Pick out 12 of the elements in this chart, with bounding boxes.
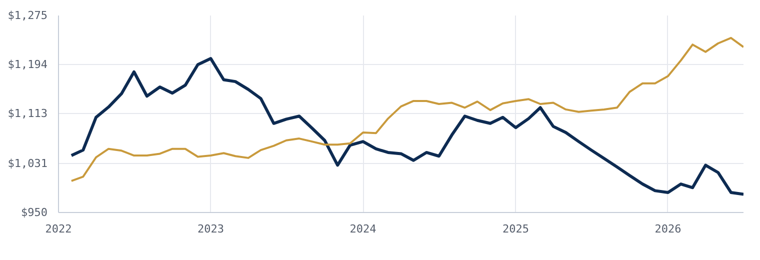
line-series: [70, 36, 744, 182]
x-tick-label: 2025: [502, 222, 529, 236]
y-tick-label: $1,194: [8, 58, 48, 72]
x-tick-label: 2024: [350, 222, 377, 236]
y-tick-label: $1,275: [8, 9, 48, 22]
x-tick-label: 2026: [654, 222, 682, 236]
y-tick-label: $1,031: [8, 156, 48, 170]
line-series: [70, 57, 744, 196]
y-tick-label: $1,113: [8, 107, 48, 120]
x-tick-label: 2022: [45, 222, 72, 236]
x-tick-label: 2023: [198, 222, 224, 236]
y-tick-label: $950: [21, 206, 48, 219]
